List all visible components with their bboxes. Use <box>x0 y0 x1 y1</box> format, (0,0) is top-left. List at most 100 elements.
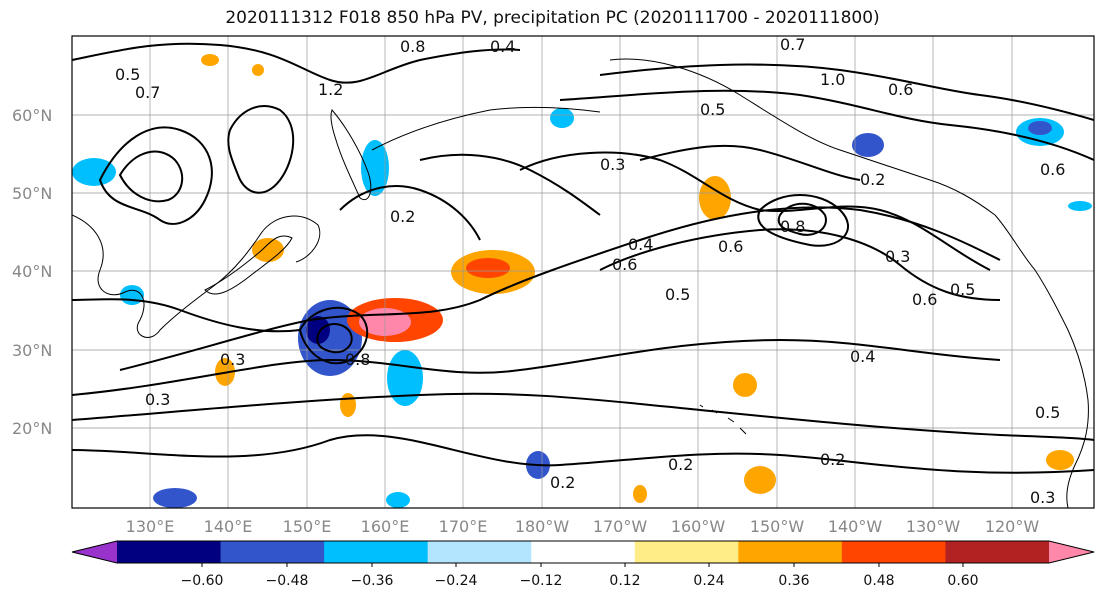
precip-negative-blob <box>153 488 197 508</box>
lat-label: 50°N <box>12 184 52 203</box>
contour-label: 0.5 <box>700 100 725 119</box>
precip-negative-blob <box>72 158 116 186</box>
colorbar-label: −0.60 <box>181 573 224 589</box>
precip-negative-blob <box>386 492 410 508</box>
contour-label: 0.8 <box>400 37 425 56</box>
colorbar-swatch <box>220 541 325 563</box>
lat-label: 30°N <box>12 341 52 360</box>
lon-label: 150°E <box>283 517 332 536</box>
lon-label: 170°E <box>439 517 488 536</box>
colorbar-swatch <box>738 541 843 563</box>
precip-negative-blob <box>550 108 574 128</box>
precip-positive-blob <box>699 176 731 220</box>
graticule <box>72 36 1094 508</box>
contour-label: 0.3 <box>1030 488 1055 507</box>
pv-contour <box>298 306 369 365</box>
coastlines <box>72 58 1089 508</box>
colorbar-ticks <box>201 563 964 567</box>
colorbar-swatch <box>531 541 636 563</box>
precip-negative-blob <box>1028 121 1052 135</box>
colorbar-label: −0.36 <box>351 573 394 589</box>
lon-label: 130°E <box>126 517 175 536</box>
colorbar-swatches <box>72 541 1094 563</box>
lon-label: 180°W <box>515 517 570 536</box>
lon-label: 130°W <box>906 517 961 536</box>
pv-contour <box>72 298 301 333</box>
precip-positive-blob <box>744 466 776 494</box>
pv-contours <box>72 42 1094 474</box>
longitude-labels: 130°E 140°E 150°E 160°E 170°E 180°W 170°… <box>126 517 1040 536</box>
precip-negative-blob <box>306 316 330 344</box>
colorbar-label: −0.12 <box>520 573 563 589</box>
colorbar-swatch <box>945 541 1050 563</box>
precip-negative-blob <box>852 133 884 157</box>
contour-label: 0.8 <box>780 217 805 236</box>
coastline-kamchatka <box>330 109 372 201</box>
lon-label: 160°W <box>671 517 726 536</box>
lat-label: 20°N <box>12 419 52 438</box>
contour-label: 0.5 <box>665 285 690 304</box>
colorbar-extend-high <box>1049 541 1094 563</box>
contour-label: 0.3 <box>145 390 170 409</box>
pv-contour <box>559 89 1094 161</box>
coastline-japan <box>204 235 293 295</box>
pv-contour <box>316 323 353 354</box>
contour-label: 0.2 <box>390 207 415 226</box>
pv-contour <box>599 63 1094 121</box>
contour-label: 0.6 <box>1040 160 1065 179</box>
pv-contour <box>72 434 1094 474</box>
colorbar-swatch <box>117 541 222 563</box>
coastline-na-west <box>994 214 1089 508</box>
contour-label: 0.2 <box>668 455 693 474</box>
pv-contour <box>119 206 1001 371</box>
map-title: 2020111312 F018 850 hPa PV, precipitatio… <box>225 8 880 28</box>
coastline-aleutians <box>371 106 601 151</box>
contour-label: 0.8 <box>345 350 370 369</box>
contour-label: 0.7 <box>135 83 160 102</box>
contour-labels: 0.4 0.8 1.2 0.7 0.5 1.0 0.6 0.3 0.2 0.3 … <box>115 35 1065 507</box>
precip-positive-blob <box>1046 450 1074 470</box>
lon-label: 150°W <box>750 517 805 536</box>
colorbar: −0.60 −0.48 −0.36 −0.24 −0.12 0.12 0.24 … <box>71 540 1095 589</box>
precip-positive-blob <box>340 393 356 417</box>
contour-label: 0.2 <box>860 170 885 189</box>
colorbar-label: −0.48 <box>266 573 309 589</box>
colorbar-outline <box>71 540 1095 564</box>
pv-contour <box>639 144 861 181</box>
contour-label: 0.3 <box>600 155 625 174</box>
contour-label: 0.6 <box>912 290 937 309</box>
pv-contour <box>757 194 850 247</box>
pv-contour <box>72 42 521 84</box>
pv-contour <box>118 150 184 203</box>
pv-contour <box>227 105 295 194</box>
precip-positive-blob <box>201 54 219 66</box>
colorbar-label: −0.24 <box>435 573 478 589</box>
coastline-alaska <box>609 58 996 216</box>
lat-label: 40°N <box>12 262 52 281</box>
lon-label: 120°W <box>985 517 1040 536</box>
colorbar-label: 0.60 <box>947 573 978 589</box>
contour-label: 0.7 <box>780 35 805 54</box>
contour-label: 1.2 <box>318 80 343 99</box>
contour-label: 0.4 <box>628 235 653 254</box>
precip-negative-blob <box>361 140 389 196</box>
contour-label: 0.3 <box>220 350 245 369</box>
precip-positive-blob <box>633 485 647 503</box>
lon-label: 160°E <box>361 517 410 536</box>
colorbar-swatch <box>324 541 429 563</box>
colorbar-swatch <box>427 541 532 563</box>
latitude-labels: 60°N 50°N 40°N 30°N 20°N <box>12 106 52 438</box>
precip-positive-blob <box>466 258 510 278</box>
pv-contour <box>98 126 213 225</box>
contour-label: 0.2 <box>550 473 575 492</box>
lon-label: 170°W <box>593 517 648 536</box>
colorbar-label: 0.48 <box>863 573 894 589</box>
colorbar-swatch <box>841 541 946 563</box>
lon-label: 140°W <box>828 517 883 536</box>
colorbar-labels: −0.60 −0.48 −0.36 −0.24 −0.12 0.12 0.24 … <box>181 573 979 589</box>
colorbar-label: 0.12 <box>609 573 640 589</box>
contour-label: 0.6 <box>718 237 743 256</box>
contour-label: 0.5 <box>950 280 975 299</box>
precip-negative-blob <box>1068 201 1092 211</box>
pv-contour <box>419 153 601 216</box>
